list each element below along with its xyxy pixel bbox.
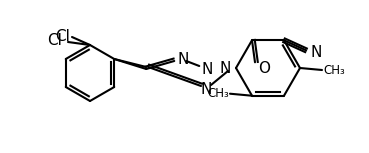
Text: N: N bbox=[220, 60, 231, 75]
Text: CH₃: CH₃ bbox=[323, 63, 345, 76]
Text: Cl: Cl bbox=[55, 28, 70, 43]
Text: N: N bbox=[177, 52, 189, 67]
Text: N: N bbox=[311, 45, 323, 60]
Text: O: O bbox=[258, 61, 270, 76]
Text: N: N bbox=[201, 62, 213, 76]
Text: Cl: Cl bbox=[47, 32, 62, 47]
Text: N: N bbox=[200, 82, 212, 97]
Text: CH₃: CH₃ bbox=[207, 87, 229, 100]
